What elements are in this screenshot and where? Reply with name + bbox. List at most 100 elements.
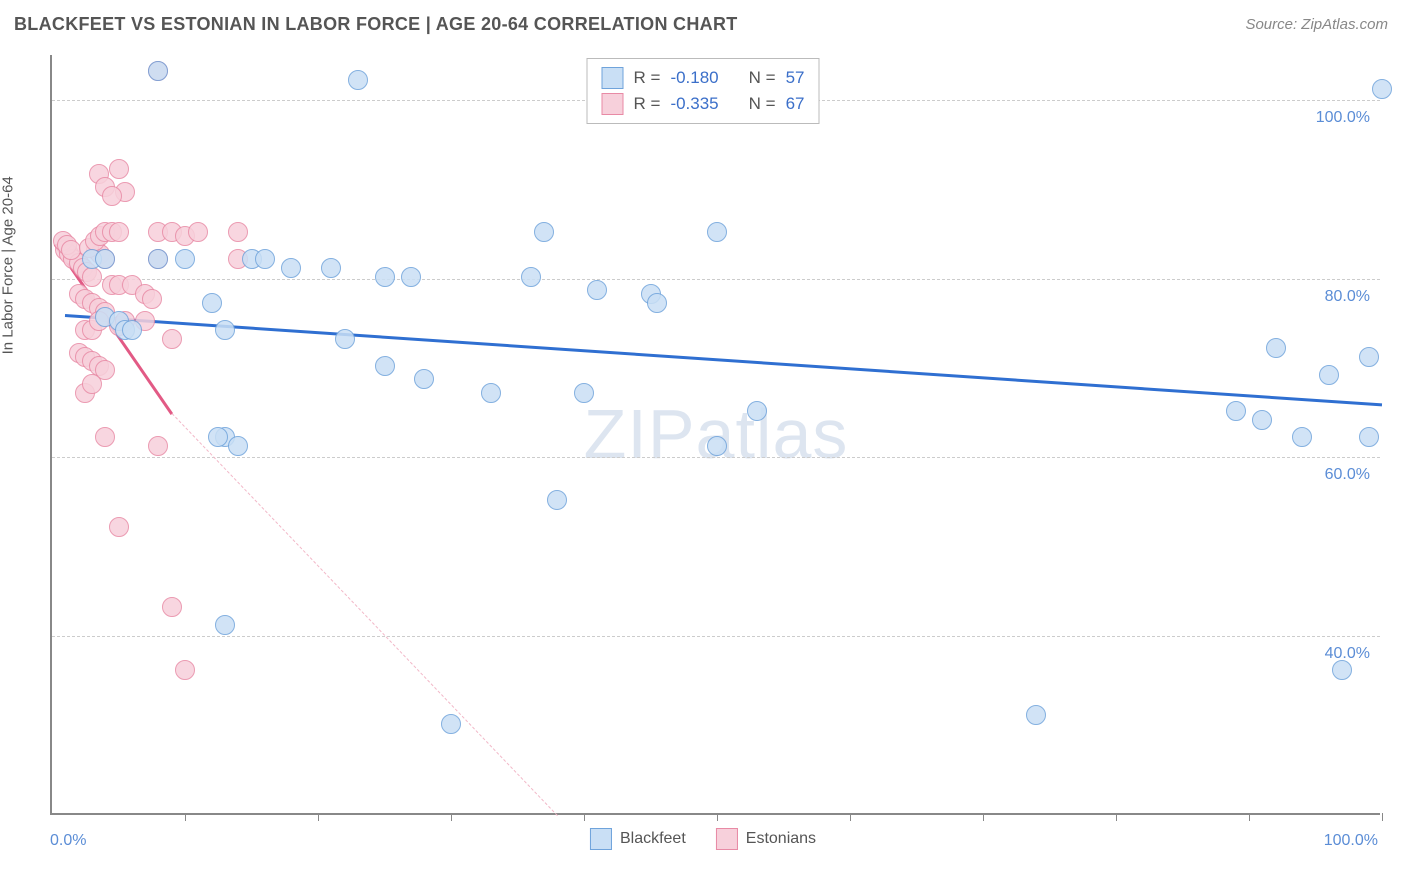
x-tick xyxy=(717,813,718,821)
scatter-point xyxy=(82,374,102,394)
scatter-point xyxy=(215,320,235,340)
y-tick-label: 80.0% xyxy=(1325,288,1370,306)
scatter-point xyxy=(1252,410,1272,430)
scatter-point xyxy=(521,267,541,287)
scatter-point xyxy=(281,258,301,278)
scatter-point xyxy=(188,222,208,242)
scatter-point xyxy=(707,222,727,242)
scatter-point xyxy=(1226,401,1246,421)
scatter-point xyxy=(95,427,115,447)
legend-row: R = -0.180 N = 57 xyxy=(602,65,805,91)
scatter-point xyxy=(547,490,567,510)
gridline xyxy=(52,457,1380,458)
x-tick xyxy=(1382,813,1383,821)
scatter-point xyxy=(109,222,129,242)
scatter-point xyxy=(414,369,434,389)
y-tick-label: 60.0% xyxy=(1325,466,1370,484)
chart-title: BLACKFEET VS ESTONIAN IN LABOR FORCE | A… xyxy=(14,14,738,35)
x-tick xyxy=(850,813,851,821)
x-tick xyxy=(584,813,585,821)
legend-swatch xyxy=(602,67,624,89)
x-axis-min-label: 0.0% xyxy=(50,832,86,850)
legend-row: R = -0.335 N = 67 xyxy=(602,91,805,117)
scatter-point xyxy=(162,329,182,349)
source-label: Source: ZipAtlas.com xyxy=(1245,16,1388,33)
scatter-point xyxy=(148,249,168,269)
scatter-point xyxy=(1266,338,1286,358)
scatter-point xyxy=(441,714,461,734)
scatter-point xyxy=(148,61,168,81)
n-value: 67 xyxy=(786,91,805,117)
scatter-point xyxy=(1359,427,1379,447)
scatter-point xyxy=(122,320,142,340)
scatter-point xyxy=(109,517,129,537)
scatter-point xyxy=(321,258,341,278)
scatter-point xyxy=(1292,427,1312,447)
legend-item: Estonians xyxy=(716,828,816,850)
gridline xyxy=(52,636,1380,637)
legend-label: Blackfeet xyxy=(620,830,686,848)
scatter-point xyxy=(534,222,554,242)
n-label: N = xyxy=(749,65,776,91)
scatter-point xyxy=(587,280,607,300)
scatter-point xyxy=(102,186,122,206)
legend-swatch xyxy=(716,828,738,850)
scatter-point xyxy=(202,293,222,313)
r-label: R = xyxy=(634,65,661,91)
scatter-point xyxy=(401,267,421,287)
scatter-point xyxy=(142,289,162,309)
scatter-point xyxy=(109,159,129,179)
scatter-point xyxy=(375,356,395,376)
legend-swatch xyxy=(602,93,624,115)
scatter-point xyxy=(82,267,102,287)
r-value: -0.335 xyxy=(670,91,718,117)
scatter-point xyxy=(228,436,248,456)
correlation-legend: R = -0.180 N = 57 R = -0.335 N = 67 xyxy=(587,58,820,124)
y-axis-title: In Labor Force | Age 20-64 xyxy=(0,176,17,354)
scatter-point xyxy=(215,615,235,635)
scatter-point xyxy=(574,383,594,403)
x-axis-max-label: 100.0% xyxy=(1324,832,1378,850)
scatter-point xyxy=(255,249,275,269)
n-label: N = xyxy=(749,91,776,117)
trend-line-blackfeet xyxy=(65,314,1382,406)
scatter-point xyxy=(1359,347,1379,367)
scatter-plot-area: ZIPatlas 40.0%60.0%80.0%100.0% xyxy=(50,55,1380,815)
gridline xyxy=(52,279,1380,280)
x-tick xyxy=(1116,813,1117,821)
legend-item: Blackfeet xyxy=(590,828,686,850)
scatter-point xyxy=(647,293,667,313)
x-tick xyxy=(1249,813,1250,821)
scatter-point xyxy=(375,267,395,287)
scatter-point xyxy=(228,222,248,242)
n-value: 57 xyxy=(786,65,805,91)
r-label: R = xyxy=(634,91,661,117)
scatter-point xyxy=(481,383,501,403)
x-tick xyxy=(185,813,186,821)
series-legend: Blackfeet Estonians xyxy=(590,828,816,850)
y-tick-label: 100.0% xyxy=(1316,109,1370,127)
legend-swatch xyxy=(590,828,612,850)
scatter-point xyxy=(1372,79,1392,99)
scatter-point xyxy=(1332,660,1352,680)
r-value: -0.180 xyxy=(670,65,718,91)
scatter-point xyxy=(707,436,727,456)
legend-label: Estonians xyxy=(746,830,816,848)
scatter-point xyxy=(348,70,368,90)
scatter-point xyxy=(61,240,81,260)
scatter-point xyxy=(162,597,182,617)
scatter-point xyxy=(747,401,767,421)
scatter-point xyxy=(95,249,115,269)
scatter-point xyxy=(175,660,195,680)
scatter-point xyxy=(208,427,228,447)
scatter-point xyxy=(175,249,195,269)
scatter-point xyxy=(148,436,168,456)
x-tick xyxy=(983,813,984,821)
scatter-point xyxy=(1026,705,1046,725)
watermark: ZIPatlas xyxy=(584,394,849,474)
scatter-point xyxy=(335,329,355,349)
x-tick xyxy=(451,813,452,821)
trend-line-estonian_dash xyxy=(171,413,557,816)
scatter-point xyxy=(1319,365,1339,385)
x-tick xyxy=(318,813,319,821)
